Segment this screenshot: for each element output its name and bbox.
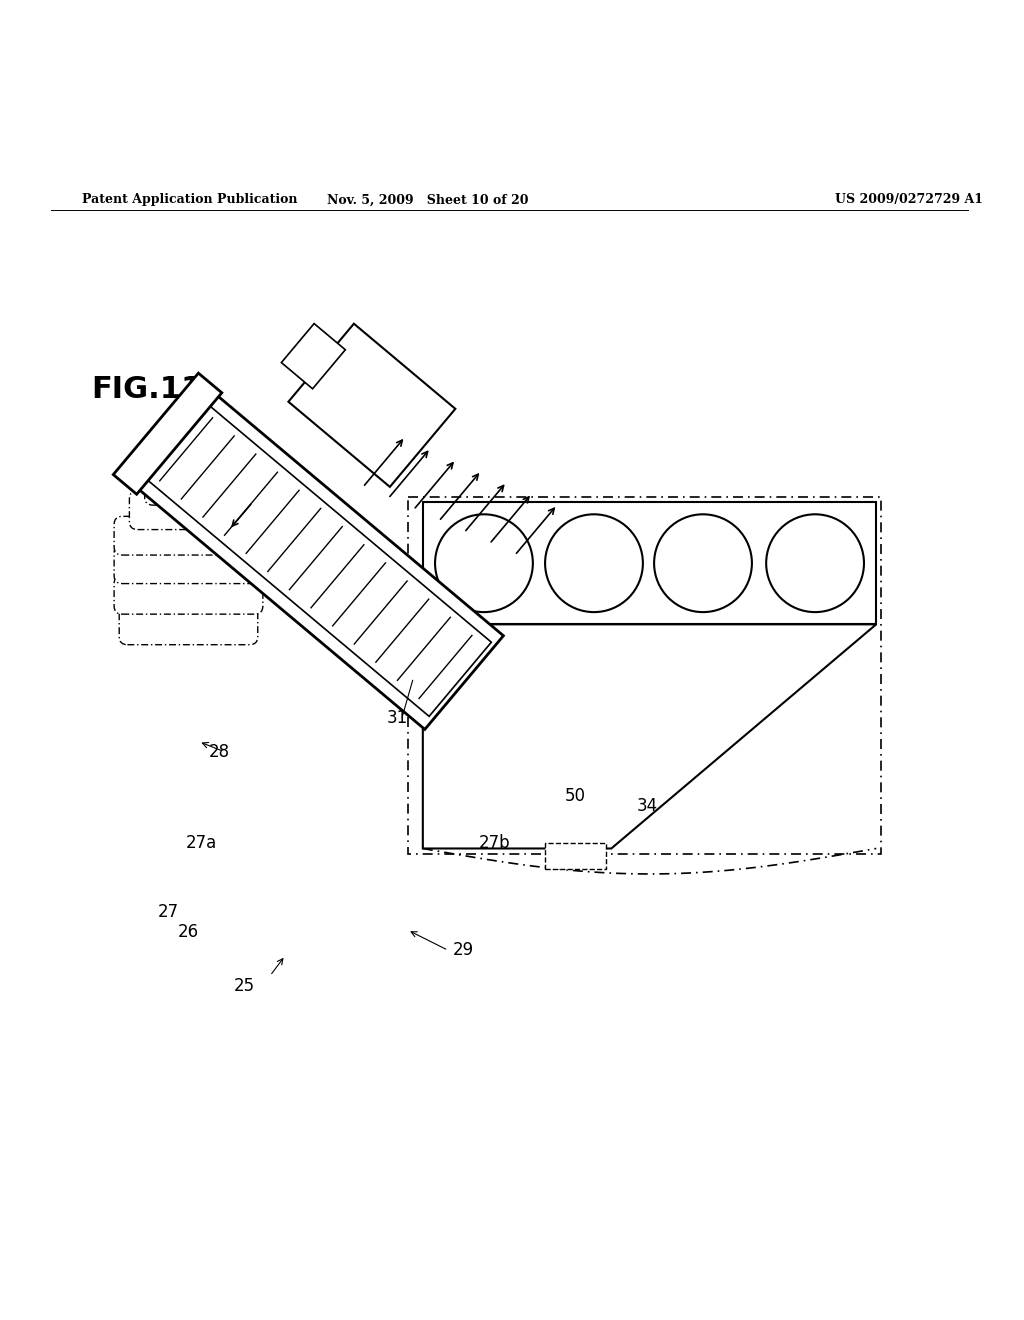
Circle shape bbox=[435, 515, 532, 612]
Polygon shape bbox=[423, 502, 877, 624]
Text: Patent Application Publication: Patent Application Publication bbox=[82, 193, 297, 206]
Text: US 2009/0272729 A1: US 2009/0272729 A1 bbox=[836, 193, 983, 206]
Circle shape bbox=[654, 515, 752, 612]
FancyBboxPatch shape bbox=[114, 576, 263, 614]
Text: 27: 27 bbox=[158, 903, 178, 921]
Circle shape bbox=[766, 515, 864, 612]
Polygon shape bbox=[128, 387, 504, 730]
Text: 34: 34 bbox=[636, 797, 657, 814]
FancyBboxPatch shape bbox=[114, 545, 263, 583]
Text: 26: 26 bbox=[178, 923, 199, 941]
Polygon shape bbox=[140, 400, 492, 717]
Text: Nov. 5, 2009   Sheet 10 of 20: Nov. 5, 2009 Sheet 10 of 20 bbox=[327, 193, 528, 206]
Polygon shape bbox=[423, 624, 877, 849]
Polygon shape bbox=[408, 498, 882, 854]
Text: 25: 25 bbox=[233, 977, 255, 995]
Circle shape bbox=[545, 515, 643, 612]
Text: 27b: 27b bbox=[478, 834, 510, 853]
Text: 29: 29 bbox=[453, 941, 474, 960]
FancyBboxPatch shape bbox=[114, 516, 263, 554]
FancyBboxPatch shape bbox=[545, 843, 606, 869]
Text: FIG.11: FIG.11 bbox=[92, 375, 203, 404]
FancyBboxPatch shape bbox=[119, 606, 258, 644]
Text: 28: 28 bbox=[209, 743, 229, 760]
Polygon shape bbox=[282, 323, 345, 389]
Polygon shape bbox=[114, 374, 222, 494]
Text: 50: 50 bbox=[565, 787, 586, 805]
Polygon shape bbox=[289, 323, 456, 487]
FancyBboxPatch shape bbox=[144, 466, 232, 506]
Text: 31: 31 bbox=[387, 709, 408, 727]
Text: 27a: 27a bbox=[186, 834, 217, 853]
FancyBboxPatch shape bbox=[129, 491, 248, 529]
